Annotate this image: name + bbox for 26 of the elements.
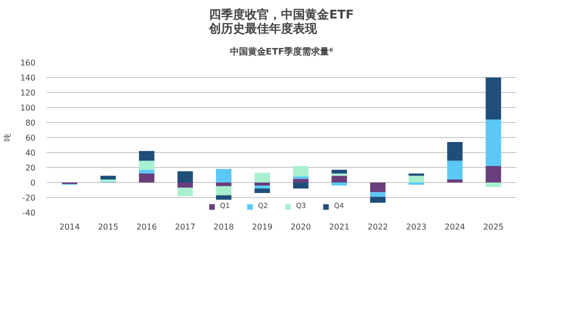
y-tick-label: 40 <box>25 148 36 158</box>
y-tick-label: 60 <box>25 134 36 142</box>
y-tick-label: 0 <box>30 178 36 188</box>
chart-subtitle: 中国黄金ETF季度需求量⁶ <box>230 46 334 58</box>
x-tick-label: 2021 <box>329 222 350 232</box>
x-tick-label: 2022 <box>368 222 388 232</box>
x-tick-label: 2017 <box>175 222 196 232</box>
x-tick-label: 2014 <box>59 222 80 232</box>
x-tick-label: 2024 <box>444 222 466 232</box>
chart-title: 四季度收官，中国黄金ETF 创历史最佳年度表现 <box>208 8 354 36</box>
y-tick-label: 100 <box>20 104 36 112</box>
x-tick-label: 2025 <box>483 222 504 232</box>
y-tick-label: 20 <box>25 164 36 172</box>
y-tick-label: -40 <box>22 208 36 218</box>
x-tick-label: 2018 <box>214 222 234 232</box>
y-tick-label: 120 <box>20 88 36 98</box>
y-tick-label: 160 <box>20 58 36 68</box>
x-tick-label: 2023 <box>406 222 427 232</box>
y-tick-label: 80 <box>25 118 36 128</box>
x-tick-label: 2015 <box>98 222 118 232</box>
x-tick-label: 2019 <box>252 222 272 232</box>
x-tick-label: 2020 <box>290 222 311 232</box>
x-tick-label: 2016 <box>136 222 157 232</box>
y-tick-label: 140 <box>20 74 36 82</box>
y-axis-title: 吨 <box>3 134 12 142</box>
y-tick-label: -20 <box>22 194 36 202</box>
